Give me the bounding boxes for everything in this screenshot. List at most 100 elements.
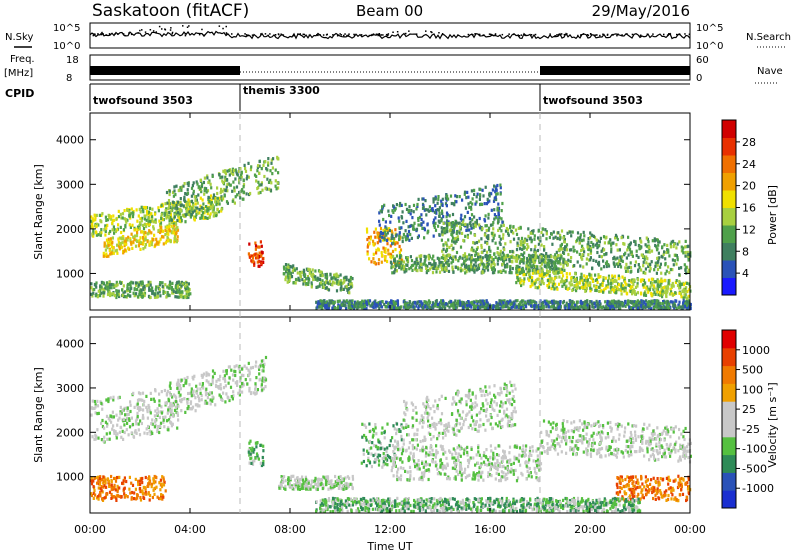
scatter-cell (598, 240, 601, 244)
scatter-cell (160, 216, 163, 221)
scatter-cell (430, 306, 433, 310)
scatter-cell (507, 233, 510, 237)
scatter-cell (344, 300, 347, 304)
scatter-cell (533, 300, 536, 304)
nsky-dot (280, 33, 282, 35)
scatter-cell (250, 165, 253, 169)
scatter-cell (120, 216, 123, 220)
scatter-cell (121, 429, 124, 433)
scatter-cell (583, 250, 586, 254)
scatter-cell (268, 187, 271, 191)
scatter-cell (613, 264, 616, 268)
scatter-cell (548, 255, 551, 259)
scatter-cell (308, 271, 311, 275)
scatter-cell (170, 209, 173, 213)
scatter-cell (170, 287, 174, 291)
scatter-cell (492, 231, 495, 235)
scatter-cell (684, 239, 687, 243)
scatter-cell (140, 205, 143, 209)
scatter-cell (94, 214, 97, 218)
scatter-cell (493, 270, 496, 275)
scatter-cell (589, 289, 592, 293)
scatter-cell (395, 302, 398, 306)
scatter-cell (462, 254, 465, 258)
scatter-cell (596, 239, 599, 243)
scatter-cell (216, 197, 219, 201)
scatter-cell (223, 187, 226, 192)
scatter-cell (514, 228, 518, 232)
scatter-cell (340, 303, 343, 307)
scatter-cell (655, 271, 658, 275)
scatter-cell (130, 232, 133, 236)
scatter-cell (124, 418, 127, 422)
scatter-cell (261, 257, 264, 261)
scatter-cell (212, 193, 216, 197)
scatter-cell (167, 406, 170, 410)
scatter-cell (452, 240, 455, 244)
scatter-cell (392, 254, 395, 258)
scatter-cell (518, 247, 522, 251)
scatter-cell (442, 253, 445, 257)
scatter-cell (485, 235, 489, 239)
scatter-cell (166, 285, 169, 289)
scatter-cell (408, 305, 411, 309)
scatter-cell (686, 281, 689, 285)
scatter-cell (118, 247, 121, 251)
scatter-cell (127, 433, 130, 437)
nsky-dot (169, 29, 172, 31)
scatter-cell (438, 233, 441, 237)
scatter-cell (94, 411, 97, 415)
scatter-cell (595, 285, 598, 289)
scatter-cell (607, 274, 611, 278)
scatter-cell (572, 245, 575, 249)
scatter-cell (93, 282, 96, 287)
scatter-cell (611, 281, 614, 285)
nsky-dot (431, 31, 433, 34)
scatter-cell (203, 189, 206, 193)
scatter-cell (201, 211, 205, 215)
scatter-cell (165, 212, 168, 216)
scatter-cell (96, 428, 99, 432)
scatter-cell (548, 274, 551, 278)
scatter-cell (550, 232, 553, 236)
scatter-cell (602, 288, 606, 292)
scatter-cell (659, 302, 662, 306)
scatter-cell (176, 287, 179, 291)
scatter-cell (140, 282, 143, 286)
scatter-cell (248, 255, 251, 259)
scatter-cell (262, 163, 265, 168)
scatter-cell (475, 200, 478, 204)
scatter-cell (165, 419, 169, 423)
freq-trace (90, 66, 690, 75)
scatter-cell (497, 210, 500, 214)
scatter-cell (233, 189, 236, 193)
scatter-cell (653, 290, 656, 294)
scatter-cell (256, 255, 259, 259)
scatter-cell (526, 264, 529, 268)
scatter-cell (512, 305, 515, 309)
scatter-cell (427, 268, 430, 273)
scatter-cell (180, 280, 183, 284)
scatter-cell (569, 305, 573, 309)
scatter-cell (679, 283, 682, 287)
scatter-cell (490, 192, 493, 196)
scatter-cell (152, 225, 155, 229)
scatter-cell (666, 243, 669, 247)
scatter-cell (614, 284, 617, 289)
scatter-cell (168, 189, 171, 193)
scatter-cell (436, 304, 439, 309)
scatter-cell (567, 252, 570, 257)
scatter-cell (398, 265, 401, 270)
scatter-cell (199, 204, 202, 208)
scatter-cell (462, 305, 465, 309)
scatter-cell (656, 285, 659, 289)
scatter-cell (454, 255, 457, 259)
scatter-cell (628, 279, 631, 283)
scatter-cell (398, 306, 401, 310)
scatter-cell (451, 302, 455, 306)
scatter-cell (119, 225, 122, 229)
nsky-dot (340, 34, 343, 36)
scatter-cell (379, 303, 382, 307)
scatter-cell (652, 300, 655, 304)
nsky-dot (105, 34, 108, 36)
